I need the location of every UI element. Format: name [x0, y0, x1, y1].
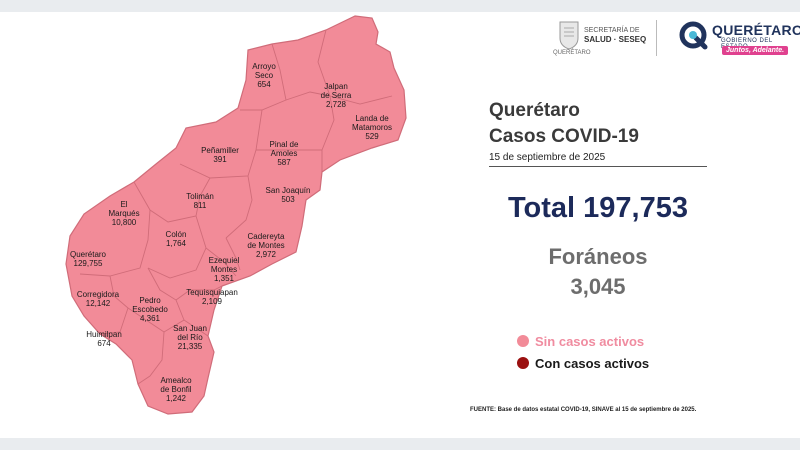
queretaro-map: [65, 15, 407, 415]
municipality-label: Tolimán 811: [170, 192, 230, 210]
municipality-name: Arroyo: [252, 62, 276, 71]
municipality-name: Landa de: [355, 114, 389, 123]
legend-sin-casos: Sin casos activos: [517, 334, 644, 349]
municipality-name: Jalpan: [324, 82, 348, 91]
municipality-name: Marqués: [108, 209, 140, 218]
municipality-cases: 391: [213, 155, 227, 164]
report-date: 15 de septiembre de 2025: [489, 152, 606, 163]
municipality-cases: 1,764: [165, 239, 187, 248]
legend-sin-casos-label: Sin casos activos: [535, 334, 645, 349]
municipality-name: Pinal de: [269, 140, 299, 149]
date-divider: [489, 166, 707, 167]
page-title: Querétaro Casos COVID-19: [489, 98, 639, 150]
municipality-cases: 587: [277, 158, 291, 167]
municipality-cases: 2,109: [201, 297, 223, 306]
secretaria-line2: SALUD · SESEQ: [584, 35, 647, 44]
municipality-name: Amoles: [270, 149, 298, 158]
municipality-cases: 2,728: [325, 100, 347, 109]
municipality-name: El: [120, 200, 128, 209]
municipality-name: de Serra: [320, 91, 352, 100]
municipality-cases: 654: [257, 80, 271, 89]
municipality-label: Pedro Escobedo 4,361: [120, 296, 180, 323]
seal-caption: QUERÉTARO: [553, 50, 591, 56]
municipality-label: Peñamiller 391: [190, 146, 250, 164]
municipality-name: del Río: [177, 333, 203, 342]
municipality-name: Tequisquiapan: [186, 288, 238, 297]
municipality-cases: 529: [365, 132, 379, 141]
municipality-name: Peñamiller: [201, 146, 239, 155]
municipality-label: San Joaquín 503: [258, 186, 318, 204]
logo-divider: [656, 20, 657, 56]
title-line2: Casos COVID-19: [489, 126, 639, 147]
municipality-cases: 2,972: [255, 250, 277, 259]
bottom-bar: [0, 438, 800, 450]
municipality-name: Corregidora: [76, 290, 120, 299]
municipality-name: Montes: [210, 265, 238, 274]
municipality-label: Cadereyta de Montes 2,972: [236, 232, 296, 259]
municipality-cases: 503: [281, 195, 295, 204]
secretaria-line1: SECRETARÍA DE: [584, 27, 640, 34]
legend-con-casos-label: Con casos activos: [535, 356, 650, 371]
municipality-label: Amealco de Bonfil 1,242: [146, 376, 206, 403]
municipality-cases: 1,351: [213, 274, 235, 283]
municipality-cases: 4,361: [139, 314, 161, 323]
municipality-name: Matamoros: [351, 123, 392, 132]
municipality-label: Corregidora 12,142: [68, 290, 128, 308]
municipality-name: Colón: [165, 230, 187, 239]
municipality-name: de Montes: [247, 241, 285, 250]
municipality-name: San Joaquín: [265, 186, 311, 195]
municipality-name: Tolimán: [186, 192, 214, 201]
municipality-name: Escobedo: [132, 305, 168, 314]
municipality-cases: 674: [97, 339, 111, 348]
municipality-label: Colón 1,764: [146, 230, 206, 248]
municipality-name: Pedro: [139, 296, 161, 305]
municipality-label: San Juan del Río 21,335: [160, 324, 220, 351]
foraneos-label: Foráneos: [548, 244, 648, 269]
municipality-name: Cadereyta: [247, 232, 285, 241]
total-cases: Total 197,753: [507, 192, 688, 224]
legend-con-casos-swatch: [517, 357, 529, 369]
municipality-label: Ezequiel Montes 1,351: [194, 256, 254, 283]
municipality-label: Jalpan de Serra 2,728: [306, 82, 366, 109]
municipality-cases: 21,335: [177, 342, 203, 351]
data-source-note: FUENTE: Base de datos estatal COVID-19, …: [470, 407, 697, 413]
top-bar: [0, 0, 800, 12]
municipality-name: Seco: [254, 71, 274, 80]
municipality-label: Tequisquiapan 2,109: [182, 288, 242, 306]
state-outline: [65, 15, 407, 415]
municipality-name: Ezequiel: [208, 256, 240, 265]
municipality-borders: [79, 29, 393, 385]
municipality-cases: 811: [193, 201, 207, 210]
state-logo-tagline: Juntos, Adelante.: [722, 46, 789, 55]
municipality-name: Huimilpan: [86, 330, 122, 339]
secretaria-salud-label: SECRETARÍA DE SALUD · SESEQ: [584, 26, 646, 44]
municipality-label: Arroyo Seco 654: [234, 62, 294, 89]
legend-con-casos: Con casos activos: [517, 356, 649, 371]
municipality-cases: 129,755: [73, 259, 103, 268]
municipality-label: Querétaro 129,755: [58, 250, 118, 268]
municipality-label: Pinal de Amoles 587: [254, 140, 314, 167]
municipality-name: de Bonfil: [160, 385, 192, 394]
municipality-cases: 12,142: [85, 299, 111, 308]
municipality-label: Huimilpan 674: [74, 330, 134, 348]
title-line1: Querétaro: [489, 100, 580, 121]
municipality-cases: 10,800: [111, 218, 137, 227]
foraneos-value: 3,045: [570, 274, 626, 299]
municipality-cases: 1,242: [165, 394, 187, 403]
queretaro-q-logo-icon: [679, 21, 708, 50]
municipality-name: San Juan: [173, 324, 207, 333]
state-logo-name: QUERÉTARO: [712, 22, 800, 38]
state-seal-icon: [559, 21, 579, 50]
municipality-label: El Marqués 10,800: [94, 200, 154, 227]
municipality-name: Querétaro: [69, 250, 107, 259]
legend-sin-casos-swatch: [517, 335, 529, 347]
municipality-name: Amealco: [160, 376, 192, 385]
municipality-label: Landa de Matamoros 529: [342, 114, 402, 141]
